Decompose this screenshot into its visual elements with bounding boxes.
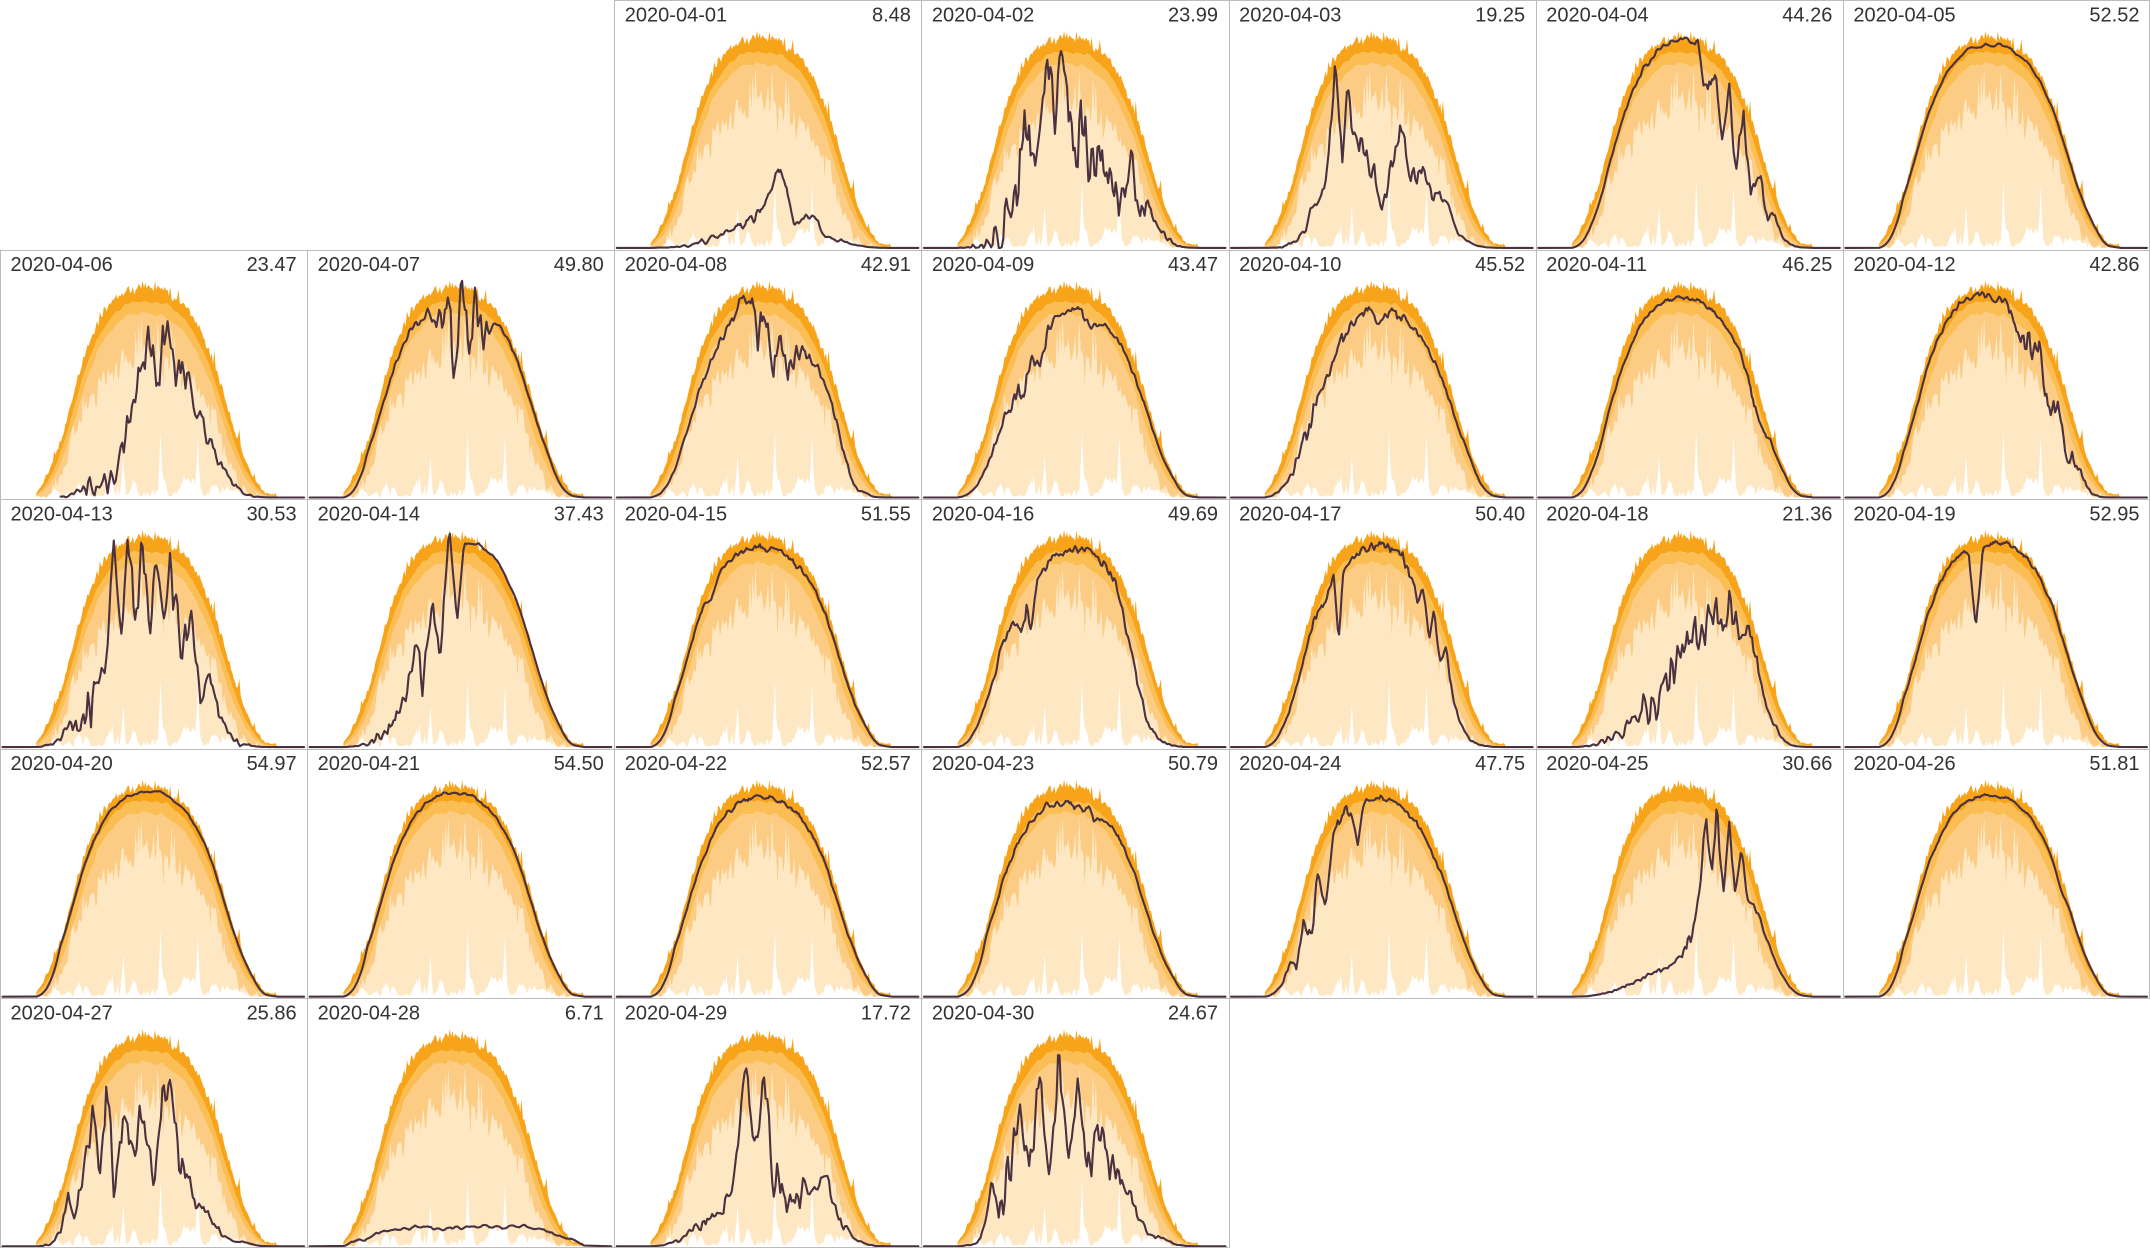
svg-text:2020-04-01: 2020-04-01 xyxy=(625,4,727,26)
svg-text:21.36: 21.36 xyxy=(1782,504,1832,526)
svg-text:54.50: 54.50 xyxy=(554,753,604,775)
svg-text:23.99: 23.99 xyxy=(1168,4,1218,26)
svg-text:2020-04-18: 2020-04-18 xyxy=(1546,504,1648,526)
svg-text:2020-04-04: 2020-04-04 xyxy=(1546,4,1648,26)
svg-text:2020-04-27: 2020-04-27 xyxy=(11,1003,113,1025)
svg-text:2020-04-13: 2020-04-13 xyxy=(11,504,113,526)
svg-text:54.97: 54.97 xyxy=(247,753,297,775)
svg-text:37.43: 37.43 xyxy=(554,504,604,526)
svg-text:2020-04-26: 2020-04-26 xyxy=(1853,753,1955,775)
svg-text:2020-04-11: 2020-04-11 xyxy=(1546,254,1647,276)
svg-text:2020-04-22: 2020-04-22 xyxy=(625,753,727,775)
svg-text:50.40: 50.40 xyxy=(1475,504,1525,526)
svg-text:19.25: 19.25 xyxy=(1475,4,1525,26)
svg-text:23.47: 23.47 xyxy=(247,254,297,276)
svg-text:2020-04-07: 2020-04-07 xyxy=(318,254,420,276)
svg-text:2020-04-03: 2020-04-03 xyxy=(1239,4,1341,26)
svg-text:25.86: 25.86 xyxy=(247,1003,297,1025)
svg-text:2020-04-05: 2020-04-05 xyxy=(1853,4,1955,26)
svg-text:52.95: 52.95 xyxy=(2089,504,2139,526)
svg-text:2020-04-17: 2020-04-17 xyxy=(1239,504,1341,526)
svg-text:24.67: 24.67 xyxy=(1168,1003,1218,1025)
svg-text:49.80: 49.80 xyxy=(554,254,604,276)
svg-text:44.26: 44.26 xyxy=(1782,4,1832,26)
svg-text:2020-04-24: 2020-04-24 xyxy=(1239,753,1341,775)
svg-text:51.81: 51.81 xyxy=(2089,753,2139,775)
svg-text:2020-04-25: 2020-04-25 xyxy=(1546,753,1648,775)
svg-text:47.75: 47.75 xyxy=(1475,753,1525,775)
svg-text:52.57: 52.57 xyxy=(861,753,911,775)
svg-text:2020-04-12: 2020-04-12 xyxy=(1853,254,1955,276)
svg-text:52.52: 52.52 xyxy=(2089,4,2139,26)
svg-text:2020-04-29: 2020-04-29 xyxy=(625,1003,727,1025)
svg-text:2020-04-14: 2020-04-14 xyxy=(318,504,420,526)
svg-text:50.79: 50.79 xyxy=(1168,753,1218,775)
svg-text:2020-04-30: 2020-04-30 xyxy=(932,1003,1034,1025)
svg-text:2020-04-19: 2020-04-19 xyxy=(1853,504,1955,526)
svg-text:2020-04-06: 2020-04-06 xyxy=(11,254,113,276)
svg-text:2020-04-20: 2020-04-20 xyxy=(11,753,113,775)
svg-text:49.69: 49.69 xyxy=(1168,504,1218,526)
svg-text:17.72: 17.72 xyxy=(861,1003,911,1025)
svg-text:2020-04-16: 2020-04-16 xyxy=(932,504,1034,526)
svg-text:42.86: 42.86 xyxy=(2089,254,2139,276)
svg-text:2020-04-02: 2020-04-02 xyxy=(932,4,1034,26)
svg-text:2020-04-23: 2020-04-23 xyxy=(932,753,1034,775)
svg-text:30.53: 30.53 xyxy=(247,504,297,526)
svg-text:43.47: 43.47 xyxy=(1168,254,1218,276)
svg-text:2020-04-08: 2020-04-08 xyxy=(625,254,727,276)
svg-text:2020-04-15: 2020-04-15 xyxy=(625,504,727,526)
svg-text:2020-04-21: 2020-04-21 xyxy=(318,753,420,775)
svg-text:2020-04-28: 2020-04-28 xyxy=(318,1003,420,1025)
svg-text:46.25: 46.25 xyxy=(1782,254,1832,276)
svg-text:30.66: 30.66 xyxy=(1782,753,1832,775)
svg-text:42.91: 42.91 xyxy=(861,254,911,276)
svg-text:8.48: 8.48 xyxy=(872,4,911,26)
svg-text:2020-04-10: 2020-04-10 xyxy=(1239,254,1341,276)
svg-text:45.52: 45.52 xyxy=(1475,254,1525,276)
svg-text:2020-04-09: 2020-04-09 xyxy=(932,254,1034,276)
svg-text:6.71: 6.71 xyxy=(565,1003,604,1025)
svg-text:51.55: 51.55 xyxy=(861,504,911,526)
